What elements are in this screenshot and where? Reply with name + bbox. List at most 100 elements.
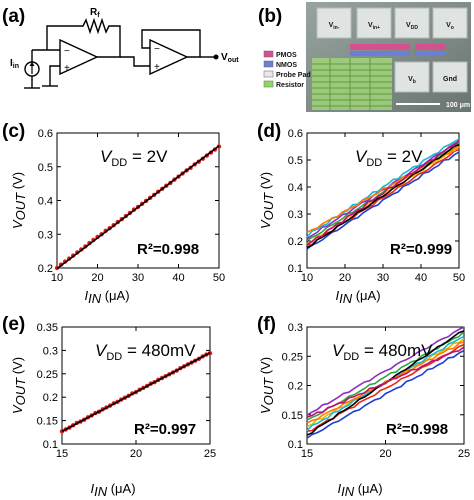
opamp2-plus: + <box>154 62 160 73</box>
panel-label-a: (a) <box>2 6 25 27</box>
y-tick-label: 0.15 <box>37 416 58 428</box>
panel-c: (c) 10 20 30 40 50 0.2 0.3 0.4 0.5 0.6 VDD = 2V R²=… <box>2 121 225 306</box>
y-tick-label: 0.25 <box>282 351 303 363</box>
series-line <box>306 346 465 419</box>
probe-pads: Vin- Vin+ VDD Vo Vb Gnd <box>316 7 468 93</box>
opamp1-plus: + <box>64 63 70 74</box>
series-line <box>306 140 460 240</box>
legend-swatch <box>263 50 274 58</box>
x-tick-label: 20 <box>91 272 103 284</box>
x-tick-label: 15 <box>301 448 313 460</box>
panel-a: (a) − + − + Rf <box>2 6 239 89</box>
fit-line <box>56 145 220 270</box>
y-tick-label: 0.6 <box>288 128 303 140</box>
r-squared-label: R²=0.998 <box>386 421 448 438</box>
y-tick-label: 0.3 <box>288 209 303 221</box>
nmos-strip <box>350 51 410 56</box>
y-tick-label: 0.15 <box>282 410 303 422</box>
x-tick-label: 20 <box>339 272 351 284</box>
opamp2-minus: − <box>154 44 160 55</box>
x-tick-label: 25 <box>458 448 470 460</box>
x-tick-label: 50 <box>453 272 465 284</box>
legend-entry: NMOS <box>276 62 297 69</box>
x-tick-label: 40 <box>415 272 427 284</box>
probe-pad-label: Vin+ <box>368 22 380 31</box>
y-axis-label: VOUT (V) <box>258 172 276 229</box>
panel-e: (e) 15 20 25 0.1 0.15 0.2 0.25 0.3 0.35 VDD = 480… <box>2 314 216 499</box>
panel-f: (f) 15 20 25 0.1 0.15 0.2 0.25 0.3 VDD = 480mV R²… <box>257 314 470 499</box>
r-squared-label: R²=0.997 <box>134 421 196 438</box>
x-axis-label: IIN (μA) <box>337 481 382 499</box>
y-tick-label: 0.35 <box>37 322 58 334</box>
y-tick-label: 0.4 <box>288 182 303 194</box>
legend-swatch <box>263 80 274 88</box>
panel-d: (d) 10 20 30 40 50 0.1 0.2 0.3 0.4 0.5 0.6 VDD = 2V… <box>257 121 465 306</box>
panel-label-f: (f) <box>257 314 276 335</box>
probe-pad-label: Vo <box>446 22 454 31</box>
probe-pad-label: Vin- <box>329 22 340 31</box>
panel-label-e: (e) <box>2 314 25 335</box>
y-tick-label: 0.6 <box>38 128 53 140</box>
y-tick-label: 0.3 <box>38 229 53 241</box>
legend-swatch <box>263 60 274 68</box>
r-squared-label: R²=0.999 <box>390 241 452 258</box>
probe-pad-label: VDD <box>406 22 418 31</box>
probe-pad <box>356 7 392 39</box>
chip-legend: PMOS NMOS Probe Pad Resistor <box>263 50 311 89</box>
panel-label-d: (d) <box>257 121 281 142</box>
y-tick-label: 0.4 <box>38 196 53 208</box>
x-tick-label: 15 <box>56 448 68 460</box>
vout-label: Vout <box>221 52 239 64</box>
x-tick-label: 20 <box>379 448 391 460</box>
probe-pad <box>432 61 468 93</box>
vdd-annotation: VDD = 480mV <box>332 341 433 363</box>
y-axis-label: VOUT (V) <box>10 357 28 414</box>
r-squared-label: R²=0.998 <box>137 241 199 258</box>
legend-entry: Probe Pad <box>276 72 311 79</box>
x-tick-label: 25 <box>204 448 216 460</box>
probe-pad <box>394 7 430 39</box>
fit-line <box>61 352 211 433</box>
y-tick-label: 0.5 <box>288 155 303 167</box>
probe-pad-label: Vb <box>408 76 416 85</box>
y-tick-label: 0.1 <box>288 263 303 275</box>
legend-entry: Resistor <box>276 82 304 89</box>
rf-label: Rf <box>90 7 100 19</box>
x-tick-label: 30 <box>377 272 389 284</box>
panel-label-b: (b) <box>258 6 282 27</box>
x-tick-label: 20 <box>130 448 142 460</box>
series-line <box>306 349 465 439</box>
y-axis-label: VOUT (V) <box>258 357 276 414</box>
y-tick-label: 0.1 <box>288 439 303 451</box>
probe-pad <box>316 7 352 39</box>
legend-swatch <box>263 70 274 78</box>
y-tick-label: 0.2 <box>288 381 303 393</box>
x-tick-label: 50 <box>213 272 225 284</box>
vdd-annotation: VDD = 2V <box>100 147 168 169</box>
vdd-annotation: VDD = 2V <box>355 147 423 169</box>
probe-pad <box>394 61 430 93</box>
circuit-diagram <box>24 17 219 89</box>
y-tick-label: 0.3 <box>43 345 58 357</box>
probe-pad <box>432 7 468 39</box>
panel-label-c: (c) <box>2 121 25 142</box>
x-axis-label: IIN (μA) <box>90 481 135 499</box>
y-tick-label: 0.3 <box>288 322 303 334</box>
y-tick-label: 0.5 <box>38 162 53 174</box>
resistor-array <box>312 58 392 110</box>
x-tick-label: 10 <box>301 272 313 284</box>
y-tick-label: 0.1 <box>43 439 58 451</box>
x-tick-label: 40 <box>172 272 184 284</box>
x-axis-label: IIN (μA) <box>335 288 380 306</box>
opamp-2 <box>149 38 189 76</box>
legend-entry: PMOS <box>276 52 297 59</box>
series-line <box>306 326 465 416</box>
opamp-1 <box>59 38 99 76</box>
series-line <box>306 340 465 424</box>
pmos-strip <box>350 44 410 50</box>
feedback-resistor <box>46 17 121 50</box>
plot-frame <box>61 326 211 445</box>
